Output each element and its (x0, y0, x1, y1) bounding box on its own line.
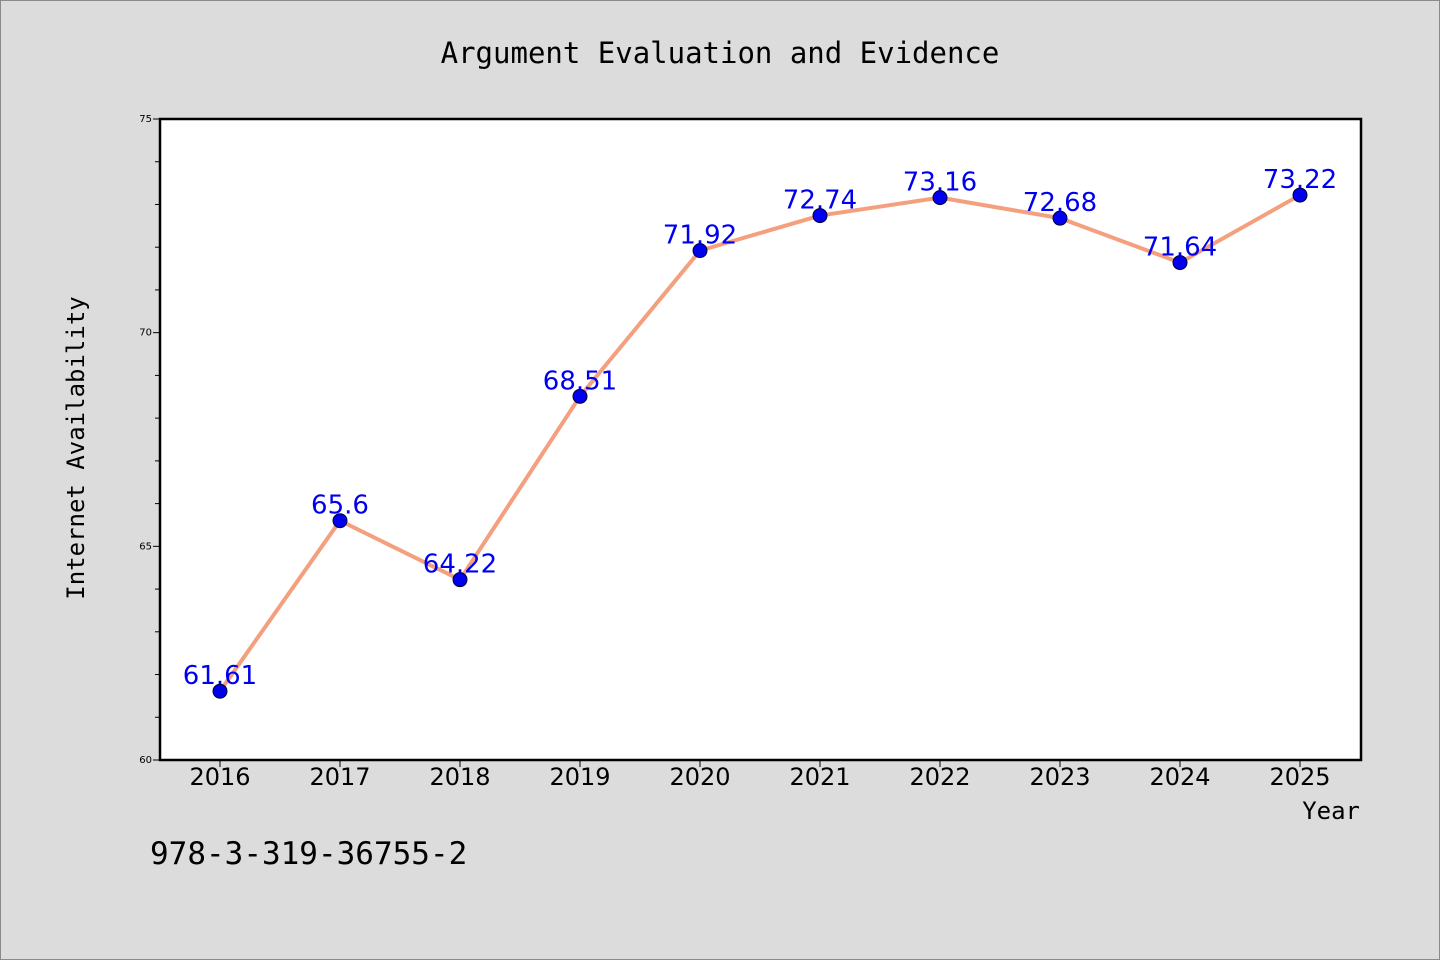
x-tick-label: 2020 (669, 763, 730, 791)
data-point[interactable] (1172, 255, 1188, 271)
data-point[interactable] (212, 683, 228, 699)
x-tick-label: 2024 (1149, 763, 1210, 791)
data-point[interactable] (812, 208, 828, 224)
y-axis-label: Internet Availability (62, 296, 90, 599)
data-label: 61.61 (183, 661, 257, 691)
data-point[interactable] (1052, 210, 1068, 226)
y-tick-label: 60 (139, 755, 152, 766)
chart-title: Argument Evaluation and Evidence (441, 36, 1000, 70)
data-label: 72.74 (783, 186, 857, 216)
data-label: 73.22 (1263, 165, 1337, 195)
data-label: 68.51 (543, 366, 617, 396)
data-point[interactable] (692, 243, 708, 259)
series-line-group: 61.61 65.6 64.22 68.51 71.92 72.74 73.16 72.68 7… (183, 165, 1337, 699)
x-tick-label: 2022 (909, 763, 970, 791)
x-tick-label: 2021 (789, 763, 850, 791)
data-point[interactable] (452, 572, 468, 588)
x-tick-label: 2018 (429, 763, 490, 791)
x-tick-label: 2016 (189, 763, 250, 791)
data-point[interactable] (572, 388, 588, 404)
x-tick-label: 2023 (1029, 763, 1090, 791)
data-point[interactable] (932, 190, 948, 206)
data-point[interactable] (1292, 187, 1308, 203)
data-label: 71.92 (663, 221, 737, 251)
data-label: 73.16 (903, 168, 977, 198)
x-axis-label: Year (1302, 797, 1360, 825)
x-axis: 2016 2017 2018 2019 2020 2021 2022 2023 2024 2025 (189, 760, 1331, 791)
series-line (218, 193, 1302, 694)
plot-area (158, 117, 1363, 762)
y-axis: 60 65 70 75 (139, 114, 160, 766)
x-tick-label: 2019 (549, 763, 610, 791)
y-tick-label: 75 (139, 114, 152, 125)
data-point[interactable] (332, 513, 348, 529)
data-label: 65.6 (311, 491, 369, 521)
isbn-text: 978-3-319-36755-2 (150, 836, 467, 872)
data-label: 71.64 (1143, 233, 1217, 263)
x-tick-label: 2017 (309, 763, 370, 791)
data-label: 72.68 (1023, 188, 1097, 218)
data-label: 64.22 (423, 550, 497, 580)
y-tick-label: 70 (139, 328, 152, 339)
y-tick-label: 65 (139, 541, 152, 552)
x-tick-label: 2025 (1269, 763, 1330, 791)
